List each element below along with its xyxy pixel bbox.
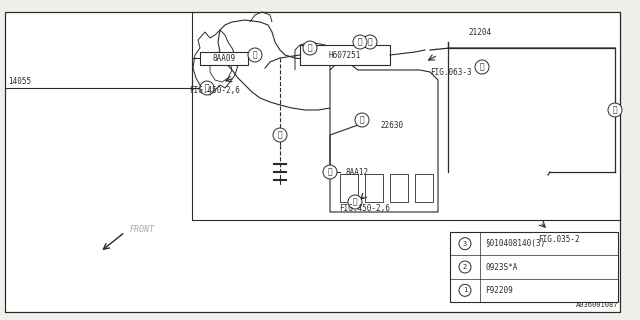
Bar bbox=[450, 232, 618, 302]
Text: ③: ③ bbox=[308, 44, 312, 52]
Text: 8AA09: 8AA09 bbox=[212, 53, 236, 62]
Text: FRONT: FRONT bbox=[130, 226, 155, 235]
Text: 8AA12: 8AA12 bbox=[345, 167, 368, 177]
Bar bbox=[415, 174, 433, 202]
Circle shape bbox=[273, 128, 287, 142]
Bar bbox=[200, 52, 248, 65]
Circle shape bbox=[459, 261, 471, 273]
Circle shape bbox=[475, 60, 489, 74]
Bar bbox=[300, 45, 390, 65]
Text: 2: 2 bbox=[463, 264, 467, 270]
Bar bbox=[390, 174, 408, 202]
Text: 14055: 14055 bbox=[8, 77, 31, 86]
Text: ①: ① bbox=[253, 51, 257, 60]
Text: 22630: 22630 bbox=[380, 121, 403, 130]
Text: ①: ① bbox=[360, 116, 364, 124]
Polygon shape bbox=[330, 62, 438, 212]
Text: H607251: H607251 bbox=[329, 51, 361, 60]
Text: ①: ① bbox=[328, 167, 332, 177]
Text: §010408140(3): §010408140(3) bbox=[485, 239, 545, 248]
Text: ①: ① bbox=[353, 197, 357, 206]
Circle shape bbox=[200, 81, 214, 95]
Text: F92209: F92209 bbox=[485, 286, 513, 295]
Text: ②: ② bbox=[358, 37, 362, 46]
Circle shape bbox=[348, 195, 362, 209]
Circle shape bbox=[248, 48, 262, 62]
Text: FIG.035-2: FIG.035-2 bbox=[538, 236, 580, 244]
Text: ②: ② bbox=[480, 62, 484, 71]
Text: FIG.063-3: FIG.063-3 bbox=[430, 68, 472, 76]
Text: 3: 3 bbox=[463, 241, 467, 247]
Circle shape bbox=[459, 238, 471, 250]
Text: FIG.450-2,6: FIG.450-2,6 bbox=[340, 204, 390, 212]
Circle shape bbox=[355, 113, 369, 127]
Bar bbox=[340, 174, 358, 202]
Text: 21204: 21204 bbox=[468, 28, 491, 36]
Bar bbox=[192, 12, 620, 220]
Text: ①: ① bbox=[205, 84, 209, 92]
Circle shape bbox=[303, 41, 317, 55]
Circle shape bbox=[459, 284, 471, 296]
Text: ②: ② bbox=[612, 106, 618, 115]
Text: 0923S*A: 0923S*A bbox=[485, 262, 517, 271]
Text: 1: 1 bbox=[463, 287, 467, 293]
Text: ②: ② bbox=[368, 37, 372, 46]
Circle shape bbox=[363, 35, 377, 49]
Circle shape bbox=[323, 165, 337, 179]
Text: FIG.450-2,6: FIG.450-2,6 bbox=[189, 85, 241, 94]
Circle shape bbox=[608, 103, 622, 117]
Text: ③: ③ bbox=[278, 131, 282, 140]
Text: A036001087: A036001087 bbox=[575, 302, 618, 308]
Bar bbox=[365, 174, 383, 202]
Circle shape bbox=[353, 35, 367, 49]
